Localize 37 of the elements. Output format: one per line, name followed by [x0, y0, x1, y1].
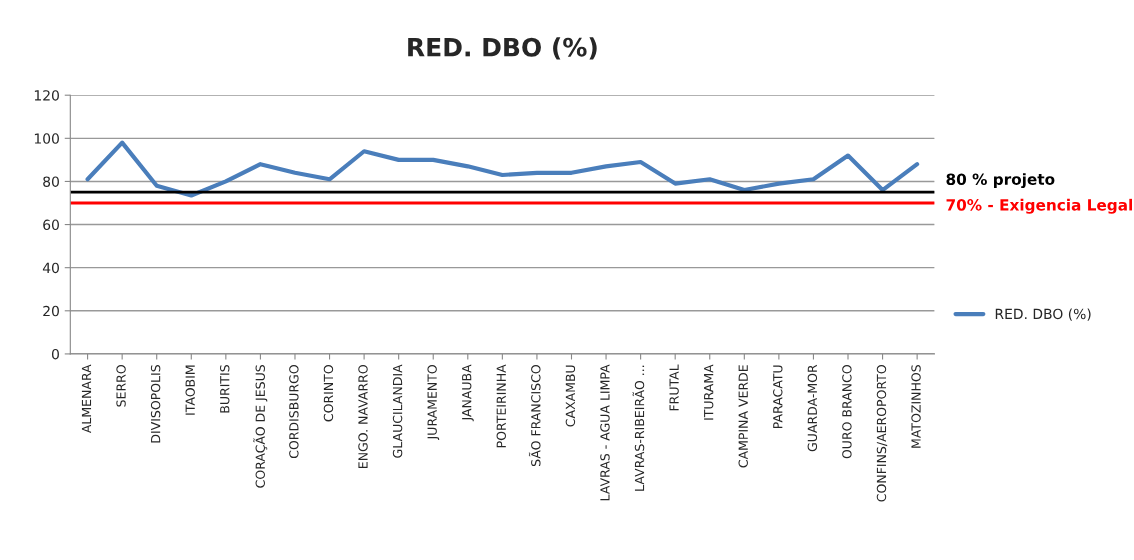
y-tick-label: 120	[34, 90, 59, 101]
x-tick-label: GUARDA-MOR	[807, 364, 818, 452]
x-tick-label: PORTEIRINHA	[496, 364, 506, 448]
y-tick-label: 20	[43, 305, 59, 317]
x-tick-label: CAXAMBU	[565, 365, 576, 427]
x-tick-label: ENGO. NAVARRO	[358, 365, 368, 468]
y-tick-label: 0	[51, 348, 59, 360]
x-tick-label: LAVRAS-RIBEIRÃO ...	[632, 365, 645, 491]
y-tick-label: 60	[43, 219, 59, 231]
x-tick-label: CAMPINA VERDE	[738, 365, 748, 468]
x-tick-label: JURAMENTO	[427, 365, 440, 441]
x-tick-label: CORAÇÃO DE JESUS	[253, 365, 268, 488]
x-tick-label: MATOZINHOS	[911, 365, 921, 448]
x-tick-label: CORDISBURGO	[289, 365, 299, 459]
x-tick-label: JANAUBA	[462, 364, 474, 422]
ref-line-label: 80 % projeto	[946, 173, 1055, 189]
x-tick-label: PARACATU	[773, 365, 783, 429]
x-tick-label: GLAUCILANDIA	[392, 364, 403, 458]
x-tick-label: CORINTO	[323, 365, 334, 422]
x-tick-label: ITAOBIM	[185, 365, 195, 415]
y-tick-label: 40	[42, 262, 59, 274]
x-tick-label: DIVISOPOLIS	[150, 365, 161, 443]
y-tick-label: 80	[43, 176, 59, 187]
x-tick-label: ITURAMA	[704, 364, 714, 420]
x-tick-label: ALMENARA	[81, 364, 92, 434]
x-tick-label: FRUTAL	[669, 364, 679, 411]
legend-label: RED. DBO (%)	[995, 308, 1091, 321]
x-tick-label: LAVRAS - AGUA LIMPA	[600, 364, 610, 501]
x-tick-label: SERRO	[116, 365, 126, 407]
x-tick-label: OURO BRANCO	[842, 365, 852, 459]
chart-title: RED. DBO (%)	[408, 37, 597, 60]
x-tick-label: CONFINS/AEROPORTO	[876, 365, 888, 502]
x-tick-label: BURITIS	[220, 365, 230, 413]
ref-line-label: 70% - Exigencia Legal	[946, 198, 1132, 214]
y-tick-label: 100	[34, 133, 59, 144]
x-tick-label: SÃO FRANCISCO	[528, 365, 541, 467]
line-series	[85, 140, 920, 198]
